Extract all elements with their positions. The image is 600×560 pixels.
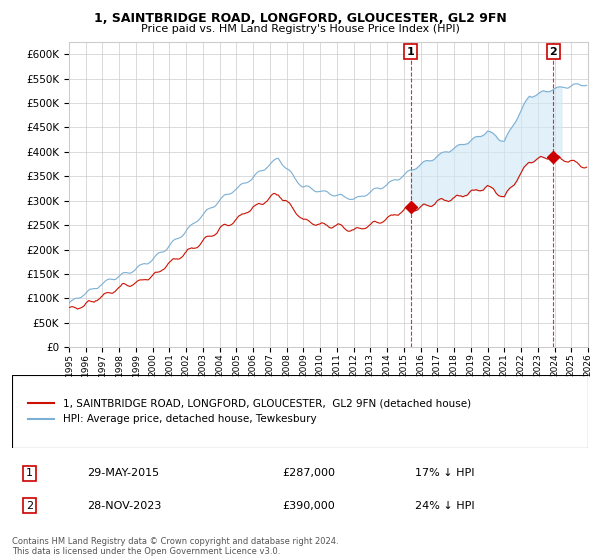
Text: 1, SAINTBRIDGE ROAD, LONGFORD, GLOUCESTER, GL2 9FN: 1, SAINTBRIDGE ROAD, LONGFORD, GLOUCESTE… [94, 12, 506, 25]
Text: 1: 1 [26, 468, 33, 478]
Text: Contains HM Land Registry data © Crown copyright and database right 2024.: Contains HM Land Registry data © Crown c… [12, 538, 338, 547]
Text: 24% ↓ HPI: 24% ↓ HPI [415, 501, 475, 511]
Legend: 1, SAINTBRIDGE ROAD, LONGFORD, GLOUCESTER,  GL2 9FN (detached house), HPI: Avera: 1, SAINTBRIDGE ROAD, LONGFORD, GLOUCESTE… [23, 394, 476, 430]
Text: 29-MAY-2015: 29-MAY-2015 [87, 468, 159, 478]
Text: £390,000: £390,000 [283, 501, 335, 511]
Text: This data is licensed under the Open Government Licence v3.0.: This data is licensed under the Open Gov… [12, 548, 280, 557]
Text: 1: 1 [407, 46, 415, 57]
Text: 17% ↓ HPI: 17% ↓ HPI [415, 468, 475, 478]
Text: Price paid vs. HM Land Registry's House Price Index (HPI): Price paid vs. HM Land Registry's House … [140, 24, 460, 34]
Text: £287,000: £287,000 [283, 468, 336, 478]
Text: 2: 2 [26, 501, 33, 511]
Text: 2: 2 [550, 46, 557, 57]
Text: 28-NOV-2023: 28-NOV-2023 [87, 501, 161, 511]
